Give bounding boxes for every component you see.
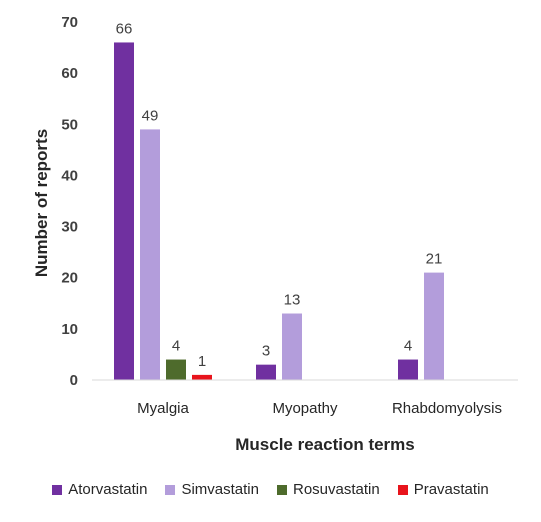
y-tick-label: 0: [70, 372, 78, 389]
data-label: 66: [116, 20, 133, 37]
category-label: Myalgia: [137, 400, 189, 417]
legend-swatch: [52, 484, 63, 495]
data-label: 4: [172, 338, 180, 355]
legend-swatch: [397, 484, 408, 495]
y-tick-label: 60: [61, 65, 78, 82]
legend-item: Pravastatin: [397, 481, 489, 498]
y-axis-title: Number of reports: [32, 129, 51, 277]
data-label: 1: [198, 353, 206, 370]
bar-pravastatin-myalgia: [192, 374, 212, 380]
bar-simvastatin-myopathy: [282, 313, 302, 380]
legend-swatch: [165, 484, 176, 495]
y-tick-label: 40: [61, 167, 78, 184]
y-tick-label: 20: [61, 270, 78, 287]
category-label: Rhabdomyolysis: [392, 400, 502, 417]
data-label: 49: [142, 107, 159, 124]
legend-label: Pravastatin: [413, 481, 489, 498]
y-tick-label: 10: [61, 321, 78, 338]
legend-label: Rosuvastatin: [292, 481, 380, 498]
legend: Atorvastatin Simvastatin Rosuvastatin Prava…: [0, 481, 541, 498]
data-label: 3: [262, 343, 270, 360]
bar-atorvastatin-rhabdomyolysis: [398, 359, 418, 380]
category-labels: Myalgia Myopathy Rhabdomyolysis: [137, 400, 502, 417]
legend-item: Rosuvastatin: [276, 481, 380, 498]
legend-item: Atorvastatin: [52, 481, 147, 498]
data-label: 21: [426, 251, 443, 268]
bar-atorvastatin-myalgia: [114, 42, 134, 380]
bars: [114, 42, 444, 380]
y-tick-label: 70: [61, 14, 78, 31]
x-axis-title: Muscle reaction terms: [235, 435, 415, 454]
y-tick-label: 30: [61, 219, 78, 236]
y-axis-ticks: 0 10 20 30 40 50 60 70: [61, 14, 78, 389]
bar-rosuvastatin-myalgia: [166, 359, 186, 380]
category-label: Myopathy: [272, 400, 338, 417]
legend-label: Simvastatin: [181, 481, 259, 498]
data-label: 4: [404, 338, 412, 355]
y-tick-label: 50: [61, 116, 78, 133]
bar-atorvastatin-myopathy: [256, 364, 276, 380]
bar-simvastatin-rhabdomyolysis: [424, 272, 444, 380]
legend-item: Simvastatin: [165, 481, 259, 498]
legend-swatch: [276, 484, 287, 495]
legend-label: Atorvastatin: [68, 481, 148, 498]
data-label: 13: [284, 292, 301, 309]
bar-simvastatin-myalgia: [140, 129, 160, 380]
